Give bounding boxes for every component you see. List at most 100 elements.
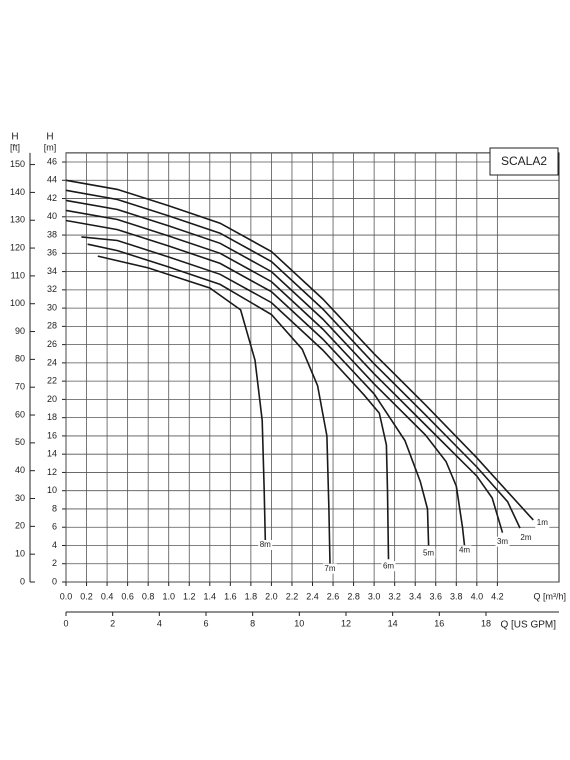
- y-axis-unit: [m]: [44, 142, 57, 152]
- y2-tick-label: 30: [15, 493, 25, 503]
- y-tick-label: 4: [52, 540, 57, 550]
- y-tick-label: 28: [47, 321, 57, 331]
- y-tick-label: 34: [47, 266, 57, 276]
- x2-tick-label: 16: [434, 618, 444, 628]
- x2-tick-label: 18: [481, 618, 491, 628]
- curve-label: 8m: [260, 540, 271, 549]
- y-tick-label: 32: [47, 284, 57, 294]
- curve-label: 4m: [459, 546, 470, 555]
- y-tick-label: 26: [47, 339, 57, 349]
- x-tick-label: 2.4: [306, 591, 319, 601]
- curve: [65, 219, 430, 546]
- curve-label-bg: [381, 561, 396, 572]
- x-tick-label: 3.6: [429, 591, 442, 601]
- y-tick-label: 14: [47, 449, 57, 459]
- y2-tick-label: 70: [15, 382, 25, 392]
- x-tick-label: 3.2: [388, 591, 401, 601]
- y2-tick-label: 100: [10, 298, 25, 308]
- y2-tick-label: 20: [15, 521, 25, 531]
- curve-label: 5m: [423, 549, 434, 558]
- curve-label-bg: [258, 540, 273, 551]
- curve: [65, 199, 504, 533]
- curve: [87, 243, 331, 565]
- y-tick-label: 30: [47, 302, 57, 312]
- curve-label-bg: [495, 536, 510, 547]
- y-tick-label: 24: [47, 357, 57, 367]
- curve: [65, 179, 534, 521]
- x-tick-label: 0.6: [121, 591, 134, 601]
- x-tick-label: 0.2: [80, 591, 93, 601]
- y2-tick-label: 110: [11, 270, 25, 280]
- x-tick-label: 1.0: [162, 591, 175, 601]
- curve: [81, 236, 390, 560]
- curve-label-bg: [535, 517, 550, 528]
- x2-tick-label: 4: [157, 618, 162, 628]
- x2-tick-label: 2: [110, 618, 115, 628]
- curve-label-bg: [457, 545, 472, 556]
- y2-tick-label: 150: [10, 159, 25, 169]
- x2-axis-label: Q [US GPM]: [500, 620, 556, 631]
- curve-label: 6m: [383, 561, 394, 570]
- y2-tick-label: 120: [10, 242, 25, 252]
- curve: [97, 255, 267, 541]
- title-box: [489, 147, 559, 176]
- x2-tick-label: 0: [63, 618, 68, 628]
- y2-tick-label: 130: [10, 215, 25, 225]
- y2-axis-unit: [ft]: [10, 142, 20, 152]
- y-tick-label: 8: [52, 503, 57, 513]
- x2-tick-label: 6: [203, 618, 208, 628]
- x-tick-label: 1.6: [224, 591, 237, 601]
- x2-tick-label: 8: [250, 618, 255, 628]
- x-tick-label: 1.2: [183, 591, 196, 601]
- y-tick-label: 0: [52, 576, 57, 586]
- curve: [65, 189, 521, 529]
- x-tick-label: 3.8: [450, 591, 463, 601]
- y2-tick-label: 40: [15, 465, 25, 475]
- y-tick-label: 6: [52, 522, 57, 532]
- y2-tick-label: 50: [15, 437, 25, 447]
- curve-label: 7m: [324, 564, 335, 573]
- curve-label: 3m: [497, 537, 508, 546]
- y-tick-label: 44: [47, 175, 57, 185]
- x-tick-label: 1.8: [245, 591, 258, 601]
- x-tick-label: 4.0: [471, 591, 484, 601]
- y-axis-label: H: [46, 132, 53, 143]
- y2-tick-label: 0: [20, 576, 25, 586]
- y-tick-label: 36: [47, 248, 57, 258]
- x-tick-label: 0.0: [60, 591, 73, 601]
- y-tick-label: 10: [47, 485, 57, 495]
- x-tick-label: 3.0: [368, 591, 381, 601]
- y2-tick-label: 10: [15, 549, 25, 559]
- curve-label-bg: [322, 563, 337, 574]
- y2-tick-label: 90: [15, 326, 25, 336]
- x-tick-label: 2.6: [327, 591, 340, 601]
- x-axis-label: Q [m³/h]: [533, 591, 566, 601]
- x-tick-label: 0.4: [101, 591, 114, 601]
- chart-title: SCALA2: [501, 154, 547, 168]
- y2-tick-label: 60: [15, 409, 25, 419]
- curve-label-bg: [518, 533, 533, 544]
- x-tick-label: 0.8: [142, 591, 155, 601]
- x2-tick-label: 12: [341, 618, 351, 628]
- y-tick-label: 42: [47, 193, 57, 203]
- x-tick-label: 2.2: [286, 591, 299, 601]
- y-tick-label: 18: [47, 412, 57, 422]
- x-tick-label: 4.2: [491, 591, 504, 601]
- x2-tick-label: 14: [388, 618, 398, 628]
- y-tick-label: 20: [47, 394, 57, 404]
- y-tick-label: 22: [47, 376, 57, 386]
- x-tick-label: 3.4: [409, 591, 422, 601]
- curve-label: 1m: [537, 518, 548, 527]
- y-tick-label: 2: [52, 558, 57, 568]
- curve: [65, 209, 466, 546]
- y-tick-label: 46: [47, 156, 57, 166]
- y2-tick-label: 140: [10, 187, 25, 197]
- curve-label-bg: [421, 548, 436, 559]
- x2-tick-label: 10: [294, 618, 304, 628]
- x-tick-label: 2.8: [347, 591, 360, 601]
- y2-axis-label: H: [11, 132, 18, 143]
- y-tick-label: 38: [47, 229, 57, 239]
- y-tick-label: 12: [47, 467, 57, 477]
